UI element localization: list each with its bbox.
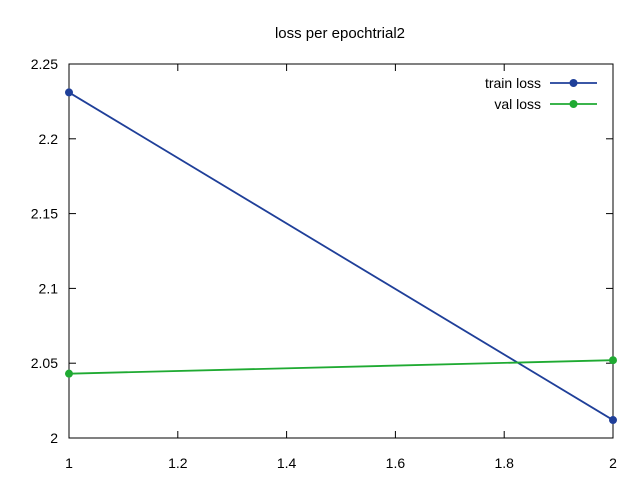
y-tick-label: 2.05 <box>31 355 58 371</box>
series-line-0 <box>68 91 614 421</box>
y-tick-label: 2.25 <box>31 56 58 72</box>
x-tick-label: 2 <box>609 455 617 471</box>
legend-marker-0 <box>569 79 578 87</box>
series-point-1 <box>65 369 73 378</box>
y-tick-label: 2.1 <box>39 280 59 296</box>
y-tick-label: 2.15 <box>31 206 58 222</box>
x-tick-label: 1.8 <box>494 455 514 471</box>
series-point-1 <box>609 356 617 365</box>
legend-label: train loss <box>485 75 541 91</box>
x-tick-label: 1 <box>65 455 73 471</box>
x-tick-label: 1.4 <box>277 455 297 471</box>
legend: train loss val loss <box>485 75 597 112</box>
chart-title: loss per epochtrial2 <box>275 25 405 42</box>
legend-marker-1 <box>569 100 578 108</box>
y-tick-label: 2.2 <box>39 131 59 147</box>
legend-label: val loss <box>494 96 541 112</box>
plot-area-frame <box>68 63 614 439</box>
y-tick-label: 2 <box>50 430 58 446</box>
x-tick-label: 1.2 <box>168 455 188 471</box>
x-tick-label: 1.6 <box>386 455 406 471</box>
plot-series <box>65 88 617 425</box>
series-point-0 <box>609 416 617 425</box>
axis-ticks: 1 1.2 1.4 1.6 1.8 2 2 2.05 2.1 2.15 2.2 2.25 <box>31 56 617 471</box>
series-line-1 <box>68 359 614 375</box>
series-point-0 <box>65 88 73 97</box>
